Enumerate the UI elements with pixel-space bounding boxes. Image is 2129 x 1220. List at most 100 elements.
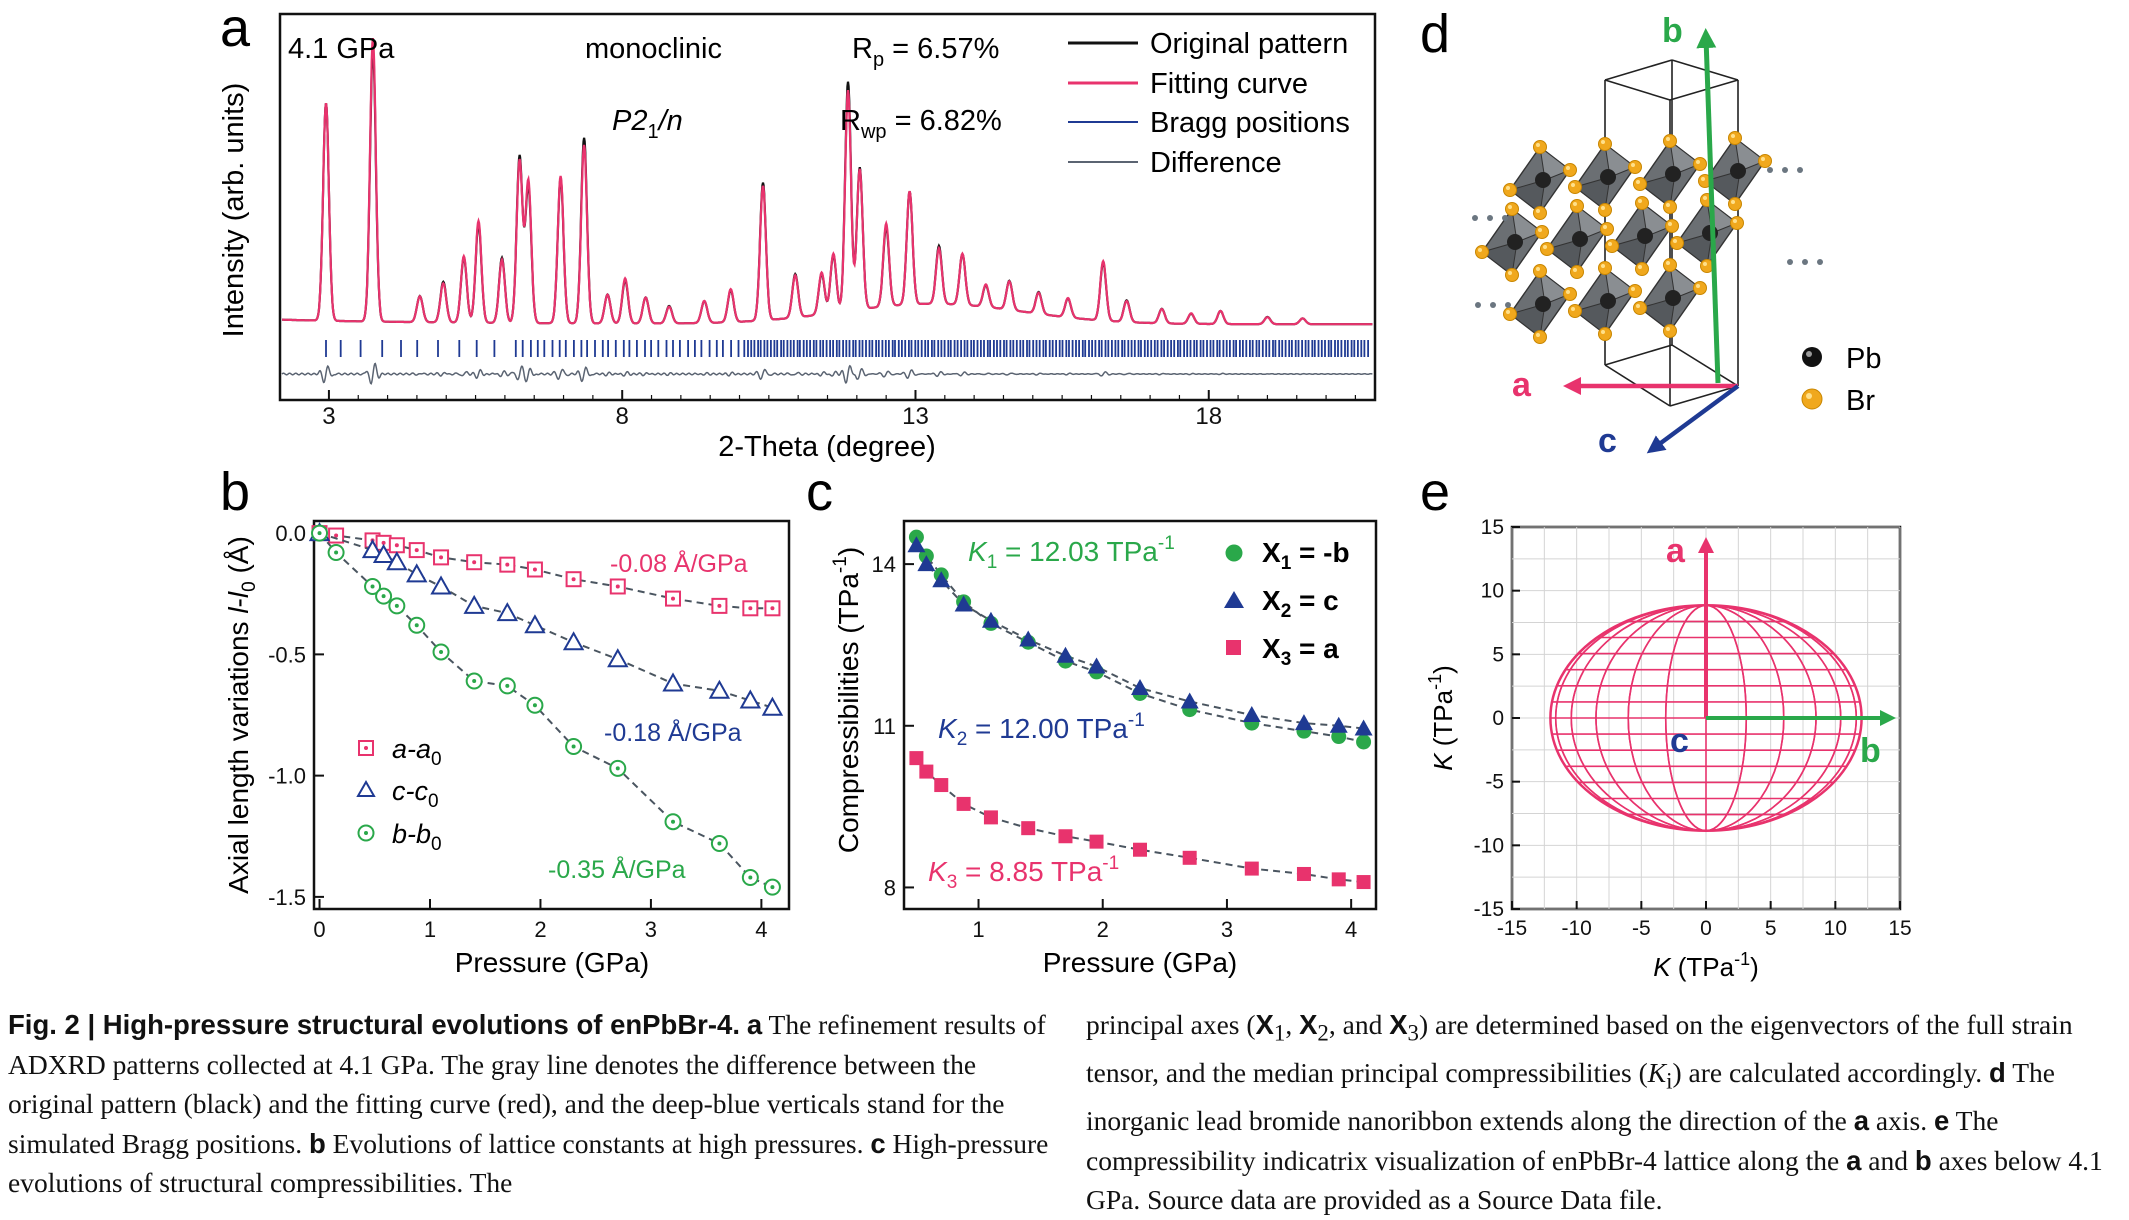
- unit-cell-edge: [1669, 385, 1739, 407]
- panel-e-y-label: K (TPa-1): [1425, 665, 1458, 771]
- legend-br: Br: [1846, 385, 1875, 417]
- br-atom: [1663, 324, 1677, 338]
- br-atom: [1563, 163, 1577, 177]
- br-atom: [1693, 157, 1707, 171]
- data-point-a-a0: [526, 561, 543, 578]
- legend-x3: X3 = a: [1262, 633, 1339, 670]
- panel-a-x-ticks: 3 8 13 18: [322, 390, 1357, 430]
- data-point-a-a0: [466, 554, 483, 571]
- legend-pb: Pb: [1846, 343, 1881, 375]
- caption-run: X: [1255, 1009, 1274, 1040]
- data-point-x3: [983, 810, 998, 825]
- br-atom: [1598, 327, 1612, 341]
- x-tick-label: 10: [1824, 917, 1847, 940]
- data-point-a-a0: [764, 600, 781, 617]
- panel-b-slope-c: -0.18 Å/GPa: [604, 717, 742, 747]
- data-point-c-c0: [361, 539, 384, 559]
- caption-run: and: [1861, 1144, 1915, 1176]
- data-point-b-b0: [311, 524, 329, 542]
- figure-2: a 3 8 13 18 4.1 GPa monoclinic P21/n Rp = 6…: [218, 0, 1912, 982]
- legend-fitting: Fitting curve: [1150, 68, 1308, 100]
- panel-b-slope-b: -0.35 Å/GPa: [548, 854, 686, 884]
- continuation-dot: [1475, 302, 1481, 308]
- data-point-c-c0: [708, 679, 731, 699]
- panel-c-frame: [902, 519, 1378, 911]
- panel-b-plot-area: [308, 522, 784, 896]
- panel-a-legend: Original pattern Fitting curve Bragg pos…: [1068, 28, 1350, 179]
- br-atom: [1598, 203, 1612, 217]
- axis-a-label: a: [1512, 366, 1532, 404]
- y-tick-label: 0.0: [275, 521, 306, 546]
- unit-cell-edge: [1604, 79, 1671, 101]
- data-point-a-a0: [742, 600, 759, 617]
- panel-b-legend: a-a0 c-c0 b-b0: [356, 734, 442, 855]
- br-atom: [1700, 259, 1714, 273]
- data-point-x3: [1331, 872, 1346, 887]
- legend-marker-a: [358, 740, 374, 756]
- data-point-a-a0: [711, 597, 728, 614]
- br-atom: [1570, 199, 1584, 213]
- data-point-b-b0: [364, 577, 382, 595]
- caption-run: The compressibility indicatrix visualiza…: [1086, 1105, 1999, 1176]
- continuation-dot: [1502, 215, 1508, 221]
- fit-line-b-b0: [318, 532, 773, 889]
- data-point-x2: [981, 611, 1000, 628]
- data-point-c-c0: [496, 602, 519, 622]
- data-point-c-c0: [739, 689, 762, 709]
- pbbr6-octahedron: [1638, 263, 1702, 333]
- pbbr6-octahedron: [1703, 136, 1767, 206]
- panel-d: d b a c Pb Br: [1420, 4, 1881, 460]
- pbbr6-octahedron: [1545, 204, 1609, 274]
- unit-cell-edge: [1669, 79, 1739, 101]
- x-tick-label: 2: [1097, 917, 1109, 942]
- y-tick-label: 15: [1481, 516, 1504, 539]
- x-tick-label: 1: [972, 917, 984, 942]
- data-point-b-b0: [408, 616, 426, 634]
- panel-c: c 1 2 3 4 8 11 14 K1 = 12.03 TPa-1 K2 = 12.00 …: [806, 462, 1378, 978]
- pbbr6-octahedron: [1573, 266, 1637, 336]
- br-atom: [1600, 222, 1614, 236]
- data-point-b-b0: [710, 835, 728, 853]
- y-tick-label: 8: [884, 875, 896, 900]
- data-point-x3: [1089, 834, 1104, 849]
- data-point-x3: [909, 751, 924, 766]
- data-point-b-b0: [327, 544, 345, 562]
- br-atom: [1628, 160, 1642, 174]
- x-tick-label: 3: [1221, 917, 1233, 942]
- data-point-x3: [1133, 842, 1147, 857]
- data-point-b-b0: [526, 696, 544, 714]
- data-point-c-c0: [372, 543, 395, 563]
- data-point-a-a0: [665, 590, 682, 607]
- difference-line: [281, 362, 1373, 385]
- data-point-x2: [1180, 692, 1199, 709]
- x-tick-label: 1: [424, 917, 436, 942]
- data-point-a-a0: [499, 556, 516, 573]
- data-point-b-b0: [465, 672, 483, 690]
- br-atom: [1605, 239, 1619, 253]
- data-point-c-c0: [761, 696, 784, 716]
- axis-b-label: b: [1662, 12, 1683, 50]
- caption-run: axis.: [1869, 1105, 1934, 1136]
- data-point-x3: [1021, 821, 1036, 836]
- caption-run: b: [308, 1127, 326, 1159]
- continuation-dot: [1802, 259, 1808, 265]
- br-atom: [1503, 307, 1517, 321]
- data-point-c-c0: [406, 563, 428, 583]
- panel-b: b 0 1 2 3 4 0.0 -0.5 -1.0 -1.5 -0.08 Å/GPa -0.18…: [220, 462, 791, 978]
- legend-difference: Difference: [1150, 147, 1282, 179]
- pbbr6-octahedron: [1638, 139, 1702, 209]
- axis-c-label: c: [1598, 422, 1617, 460]
- unit-cell-edge: [1604, 344, 1673, 366]
- y-tick-label: 14: [872, 552, 896, 577]
- x-tick-label: 2: [534, 917, 546, 942]
- fitting-curve-line: [282, 37, 1373, 326]
- y-tick-label: 0: [1492, 707, 1504, 730]
- x-tick-label: 5: [1765, 917, 1777, 940]
- continuation-dot: [1490, 302, 1496, 308]
- panel-a-space-group: P21/n: [612, 105, 683, 143]
- data-point-x2: [1329, 716, 1348, 733]
- data-point-b-b0: [609, 759, 627, 777]
- br-atom: [1635, 262, 1649, 276]
- panel-c-k3: K3 = 8.85 TPa-1: [928, 853, 1119, 893]
- br-atom: [1635, 196, 1649, 210]
